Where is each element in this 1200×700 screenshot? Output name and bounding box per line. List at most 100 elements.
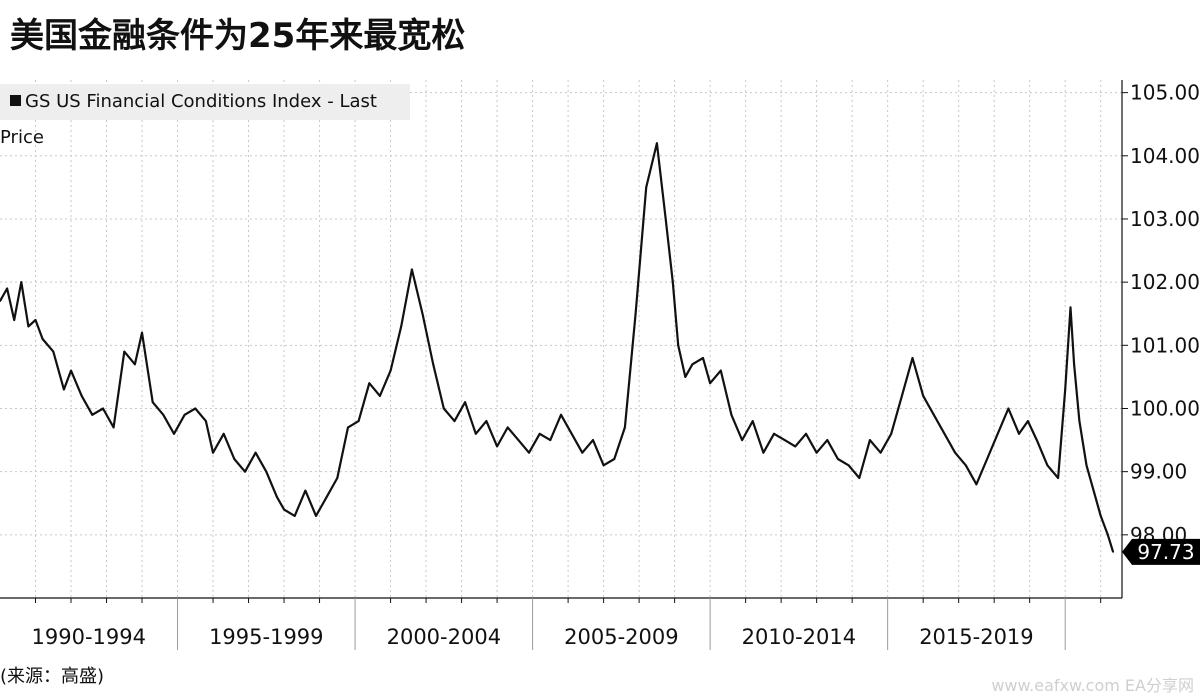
data-point	[517, 439, 520, 441]
data-point	[453, 420, 456, 423]
data-point	[645, 186, 648, 189]
data-point	[265, 470, 268, 473]
data-point	[826, 439, 829, 441]
y-tick-labels: 98.0099.00100.00101.00102.00103.00104.00…	[1130, 81, 1200, 547]
data-point	[1069, 306, 1072, 309]
data-point	[276, 496, 278, 498]
data-point	[315, 514, 317, 517]
watermark: www.eafxw.com EA分享网	[991, 676, 1194, 695]
data-point	[1035, 439, 1038, 441]
data-point	[702, 357, 704, 359]
data-point	[506, 426, 509, 429]
data-point	[613, 458, 616, 460]
data-point	[684, 376, 687, 378]
period-label: 1995-1999	[209, 625, 323, 649]
last-value-badge-shape	[1122, 538, 1200, 565]
data-point	[293, 514, 296, 517]
data-point	[794, 445, 797, 448]
data-point	[986, 458, 988, 460]
data-point	[141, 331, 143, 334]
data-point	[773, 432, 775, 435]
period-label: 2000-2004	[387, 625, 501, 649]
data-point	[222, 432, 225, 435]
data-point	[410, 268, 413, 271]
y-tick-label: 105.00	[1130, 81, 1200, 105]
data-point	[336, 477, 339, 479]
data-point	[212, 451, 214, 454]
data-point	[421, 312, 424, 315]
data-point	[954, 451, 957, 454]
y-tick-label: 104.00	[1130, 144, 1200, 168]
data-point	[570, 432, 573, 435]
data-point	[815, 451, 818, 454]
data-point	[602, 464, 605, 467]
data-point	[233, 458, 236, 460]
y-tick-label: 100.00	[1130, 396, 1200, 420]
data-point	[304, 489, 307, 492]
data-point	[34, 319, 37, 321]
data-point	[52, 350, 55, 353]
y-tick-label: 101.00	[1130, 333, 1200, 357]
data-point	[244, 470, 246, 473]
data-point	[389, 369, 392, 372]
period-label: 1990-1994	[32, 625, 146, 649]
data-point	[922, 394, 925, 397]
data-point	[112, 426, 115, 429]
data-point	[879, 451, 882, 454]
data-point	[975, 483, 978, 486]
data-point	[496, 445, 498, 448]
data-point	[283, 508, 285, 511]
data-point	[1078, 420, 1081, 423]
data-point	[677, 344, 680, 347]
data-point	[1007, 407, 1010, 410]
data-point	[70, 369, 72, 372]
data-point	[134, 363, 136, 366]
data-point	[347, 426, 349, 429]
data-point	[205, 420, 207, 423]
data-point	[858, 477, 861, 479]
data-point	[964, 464, 967, 467]
data-point	[624, 426, 626, 429]
data-point	[528, 451, 530, 454]
data-point	[474, 432, 477, 435]
data-point	[709, 382, 712, 385]
data-point	[80, 394, 83, 397]
data-point	[1106, 533, 1109, 536]
data-point	[325, 496, 328, 498]
data-point	[1046, 464, 1049, 467]
data-point	[783, 439, 786, 441]
data-point	[1112, 550, 1115, 553]
data-point	[671, 281, 674, 284]
last-value-badge: 97.73	[1122, 538, 1200, 565]
data-point	[194, 407, 197, 410]
data-point	[741, 439, 743, 441]
axes	[0, 80, 1128, 650]
data-point	[183, 413, 186, 416]
data-point	[592, 439, 594, 441]
data-point	[151, 401, 154, 404]
data-point	[1085, 464, 1088, 467]
data-point	[173, 432, 175, 435]
data-point	[432, 363, 435, 366]
data-point	[719, 369, 722, 372]
data-point	[730, 413, 733, 416]
data-point	[549, 439, 552, 441]
data-point	[1027, 420, 1029, 423]
data-point	[368, 382, 371, 385]
data-point	[464, 401, 467, 404]
data-point	[805, 432, 807, 435]
data-point	[1018, 432, 1020, 435]
data-point	[1092, 489, 1095, 492]
data-point	[751, 420, 754, 423]
data-point	[911, 357, 914, 359]
period-label: 2015-2019	[919, 625, 1033, 649]
data-point	[27, 325, 30, 328]
data-point	[1099, 514, 1102, 517]
chart-title: 美国金融条件为25年来最宽松	[10, 16, 466, 56]
data-point	[162, 413, 165, 416]
series-layer	[0, 142, 1115, 553]
data-point	[932, 413, 935, 416]
data-point	[560, 413, 562, 416]
data-point	[123, 350, 126, 353]
